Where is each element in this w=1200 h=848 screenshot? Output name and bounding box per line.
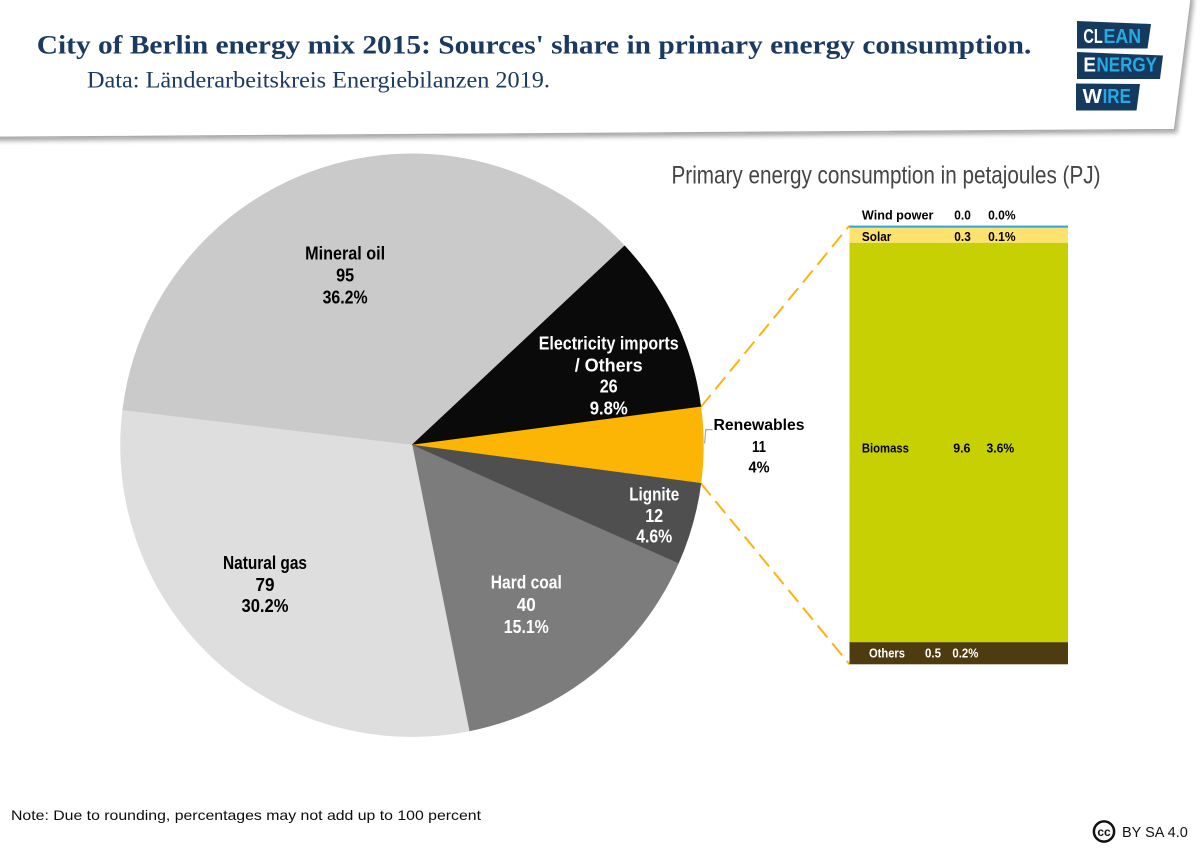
- svg-text:0.1%: 0.1%: [988, 230, 1016, 244]
- svg-text:Mineral oil: Mineral oil: [305, 244, 385, 264]
- svg-text:Biomass: Biomass: [862, 442, 909, 456]
- svg-text:26: 26: [600, 376, 618, 396]
- svg-text:4.6%: 4.6%: [636, 527, 672, 547]
- svg-text:40: 40: [517, 595, 536, 615]
- svg-text:Primary energy consumption in: Primary energy consumption in petajoules…: [672, 162, 1101, 190]
- svg-text:0.0%: 0.0%: [988, 209, 1016, 223]
- svg-text:Lignite: Lignite: [629, 485, 679, 505]
- svg-text:BY SA 4.0: BY SA 4.0: [1122, 825, 1188, 841]
- svg-text:Note: Due to rounding, percent: Note: Due to rounding, percentages may n…: [11, 807, 481, 823]
- svg-text:79: 79: [256, 575, 275, 595]
- svg-text:Data: Länderarbeitskreis Energ: Data: Länderarbeitskreis Energiebilanzen…: [87, 68, 550, 93]
- svg-text:Natural gas: Natural gas: [223, 553, 307, 573]
- svg-text:9.8%: 9.8%: [590, 398, 628, 418]
- svg-text:/ Others: / Others: [575, 355, 643, 375]
- svg-text:IRE: IRE: [1103, 86, 1131, 108]
- svg-text:NERGY: NERGY: [1097, 54, 1158, 76]
- svg-text:Wind power: Wind power: [862, 209, 934, 223]
- svg-text:City of Berlin energy mix 2015: City of Berlin energy mix 2015: Sources'…: [37, 31, 1031, 60]
- svg-text:0.0: 0.0: [954, 209, 971, 223]
- svg-text:95: 95: [336, 266, 354, 286]
- svg-text:Hard coal: Hard coal: [491, 573, 562, 593]
- svg-text:0.5: 0.5: [925, 647, 941, 661]
- svg-text:EAN: EAN: [1104, 26, 1142, 48]
- svg-text:E: E: [1083, 54, 1096, 76]
- svg-text:CL: CL: [1083, 26, 1102, 48]
- svg-text:36.2%: 36.2%: [323, 287, 368, 307]
- svg-text:4%: 4%: [749, 460, 770, 477]
- svg-text:0.2%: 0.2%: [952, 647, 978, 661]
- svg-text:Others: Others: [869, 647, 905, 661]
- svg-text:12: 12: [645, 506, 663, 526]
- svg-text:Solar: Solar: [862, 230, 892, 244]
- svg-text:W: W: [1083, 86, 1102, 108]
- svg-text:15.1%: 15.1%: [504, 617, 549, 637]
- svg-text:Electricity imports: Electricity imports: [539, 334, 679, 354]
- svg-text:0.3: 0.3: [954, 230, 971, 244]
- svg-text:cc: cc: [1097, 825, 1111, 839]
- svg-text:Renewables: Renewables: [714, 417, 805, 434]
- svg-text:30.2%: 30.2%: [242, 596, 289, 616]
- svg-text:3.6%: 3.6%: [987, 442, 1015, 456]
- svg-text:9.6: 9.6: [953, 442, 970, 456]
- svg-text:11: 11: [752, 439, 766, 456]
